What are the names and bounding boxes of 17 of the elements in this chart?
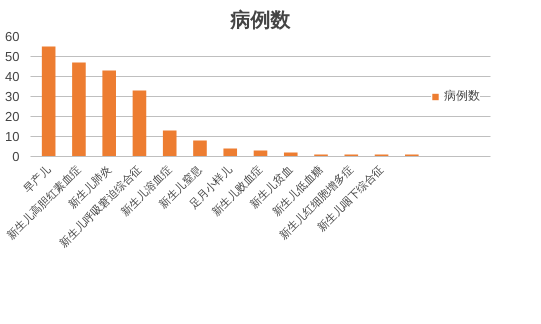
legend-label: 病例数 [444, 88, 480, 104]
bar [102, 70, 116, 156]
bar [193, 140, 207, 156]
chart-title: 病例数 [230, 8, 292, 32]
bar [42, 46, 56, 156]
bar [223, 148, 238, 156]
y-tick-label: 30 [5, 89, 20, 104]
bar [132, 90, 146, 156]
y-tick-label: 10 [5, 129, 20, 144]
bar [254, 150, 268, 156]
y-tick-label: 20 [5, 109, 20, 124]
bar [162, 130, 177, 156]
bar [72, 62, 86, 156]
y-tick-label: 60 [5, 29, 20, 44]
y-tick-label: 50 [5, 49, 20, 64]
y-tick-label: 40 [5, 69, 20, 84]
y-tick-label: 0 [12, 149, 20, 164]
